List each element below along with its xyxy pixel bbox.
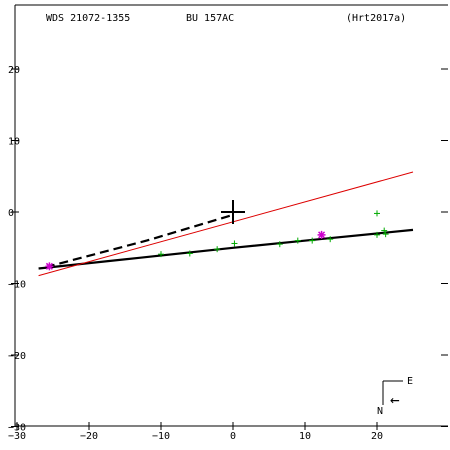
y-tick-label: −30	[8, 423, 26, 434]
discoverer-label: BU 157AC	[186, 13, 234, 24]
reference-label: (Hrt2017a)	[346, 13, 406, 24]
measure-point	[382, 231, 389, 238]
measure-point	[294, 237, 301, 244]
measure-point	[381, 227, 388, 234]
x-tick-label: 10	[299, 431, 311, 442]
measure-point	[186, 250, 193, 257]
measure-point	[309, 237, 316, 244]
measure-point	[214, 246, 221, 253]
measure-point	[158, 251, 164, 258]
compass-arrow-icon: ←	[390, 390, 400, 409]
star-id-label: WDS 21072-1355	[46, 13, 130, 24]
y-tick-label: 10	[8, 137, 20, 148]
highlight-point-d2	[318, 231, 326, 239]
y-tick-label: 0	[8, 208, 14, 219]
measure-point	[231, 240, 238, 247]
compass-north-label: N	[377, 406, 383, 417]
highlight-point-d2	[45, 262, 53, 270]
highlight-point	[317, 230, 326, 239]
x-tick-label: 0	[230, 431, 236, 442]
x-tick-label: −30	[8, 431, 26, 442]
plot-series	[38, 171, 414, 277]
x-tick-label: 20	[371, 431, 383, 442]
highlight-point	[45, 262, 54, 271]
residual-dashed-line	[45, 213, 234, 269]
primary-star-marker	[221, 200, 245, 224]
y-tick-label: −10	[8, 280, 26, 291]
linear-fit-line	[38, 171, 414, 277]
measure-point	[276, 241, 283, 248]
axis-ticks: −30 −20 −10 0 10 20 20 10 0 −10 −20 −30	[8, 65, 448, 442]
x-tick-label: −20	[80, 431, 98, 442]
compass-east-label: E	[407, 376, 413, 387]
y-tick-label: −20	[8, 351, 26, 362]
y-tick-label: 20	[8, 65, 20, 76]
x-tick-label: −10	[152, 431, 170, 442]
measure-point	[327, 236, 334, 243]
orbit-fit-line	[38, 228, 414, 270]
measure-point	[374, 210, 380, 217]
measure-point	[374, 231, 380, 238]
compass: E N ←	[377, 376, 413, 417]
